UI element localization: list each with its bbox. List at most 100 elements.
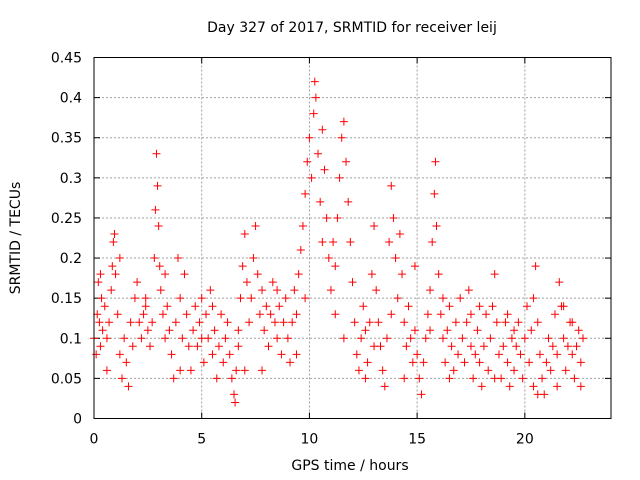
data-point: [479, 342, 488, 351]
data-point: [210, 326, 219, 335]
data-point: [486, 334, 495, 343]
data-point: [314, 149, 323, 158]
data-point: [301, 294, 310, 303]
data-point: [413, 350, 422, 359]
y-tick-label: 0.4: [60, 91, 82, 107]
x-tick-label: 0: [90, 432, 99, 448]
data-point: [277, 350, 286, 359]
data-point: [167, 350, 176, 359]
data-point: [176, 366, 185, 375]
data-point: [365, 318, 374, 327]
data-point: [305, 133, 314, 142]
data-point: [141, 294, 150, 303]
data-point: [326, 286, 335, 295]
data-point: [436, 310, 445, 319]
data-point: [286, 358, 295, 367]
data-point: [189, 326, 198, 335]
data-point: [309, 109, 318, 118]
data-point: [273, 334, 282, 343]
chart-title: Day 327 of 2017, SRMTID for receiver lei…: [207, 20, 497, 36]
data-point: [102, 366, 111, 375]
data-point: [359, 302, 368, 311]
data-point: [165, 326, 174, 335]
data-point: [335, 173, 344, 182]
data-point: [505, 382, 514, 391]
data-point: [322, 213, 331, 222]
data-point: [281, 294, 290, 303]
data-point: [367, 270, 376, 279]
data-point: [102, 334, 111, 343]
data-point: [339, 117, 348, 126]
data-point: [432, 221, 441, 230]
data-point: [370, 221, 379, 230]
data-point: [240, 229, 249, 238]
data-point: [115, 350, 124, 359]
data-point: [118, 374, 127, 383]
data-point: [109, 238, 118, 247]
data-point: [438, 334, 447, 343]
data-point: [292, 350, 301, 359]
data-point: [234, 326, 243, 335]
data-point: [454, 350, 463, 359]
data-point: [527, 326, 536, 335]
data-point: [370, 342, 379, 351]
data-point: [352, 350, 361, 359]
data-point: [169, 374, 178, 383]
data-point: [426, 326, 435, 335]
data-point: [438, 294, 447, 303]
x-tick-label: 15: [408, 432, 426, 448]
data-point: [176, 294, 185, 303]
data-point: [199, 358, 208, 367]
data-point: [290, 286, 299, 295]
data-point: [559, 302, 568, 311]
data-point: [221, 334, 230, 343]
data-point: [354, 366, 363, 375]
data-point: [242, 278, 251, 287]
data-point: [520, 334, 529, 343]
data-point: [542, 358, 551, 367]
data-point: [191, 302, 200, 311]
data-point: [553, 350, 562, 359]
data-point: [152, 149, 161, 158]
data-point: [477, 382, 486, 391]
data-point: [94, 278, 103, 287]
data-point: [135, 318, 144, 327]
data-point: [258, 286, 267, 295]
data-point: [96, 342, 105, 351]
data-point: [514, 318, 523, 327]
y-axis-label: SRMTID / TECUs: [8, 182, 24, 295]
data-point: [473, 326, 482, 335]
grid-lines: [94, 57, 611, 419]
data-point: [350, 318, 359, 327]
data-point: [184, 342, 193, 351]
data-point: [288, 318, 297, 327]
data-point: [97, 294, 106, 303]
y-tick-label: 0.45: [51, 51, 82, 67]
data-point: [339, 334, 348, 343]
data-point: [385, 238, 394, 247]
data-point: [574, 326, 583, 335]
data-point: [522, 302, 531, 311]
data-point: [387, 181, 396, 190]
data-point: [202, 310, 211, 319]
data-point: [449, 366, 458, 375]
data-point: [503, 310, 512, 319]
data-point: [298, 221, 307, 230]
data-point: [510, 366, 519, 375]
data-point: [230, 390, 239, 399]
data-point: [387, 310, 396, 319]
data-point: [421, 334, 430, 343]
data-point: [105, 318, 114, 327]
data-point: [380, 382, 389, 391]
data-point: [247, 294, 256, 303]
data-point: [303, 157, 312, 166]
data-point: [153, 181, 162, 190]
data-point: [393, 294, 402, 303]
data-point: [311, 93, 320, 102]
data-point: [559, 334, 568, 343]
data-point: [378, 366, 387, 375]
data-point: [249, 254, 258, 263]
data-point: [331, 310, 340, 319]
data-point: [408, 358, 417, 367]
data-point: [98, 326, 107, 335]
